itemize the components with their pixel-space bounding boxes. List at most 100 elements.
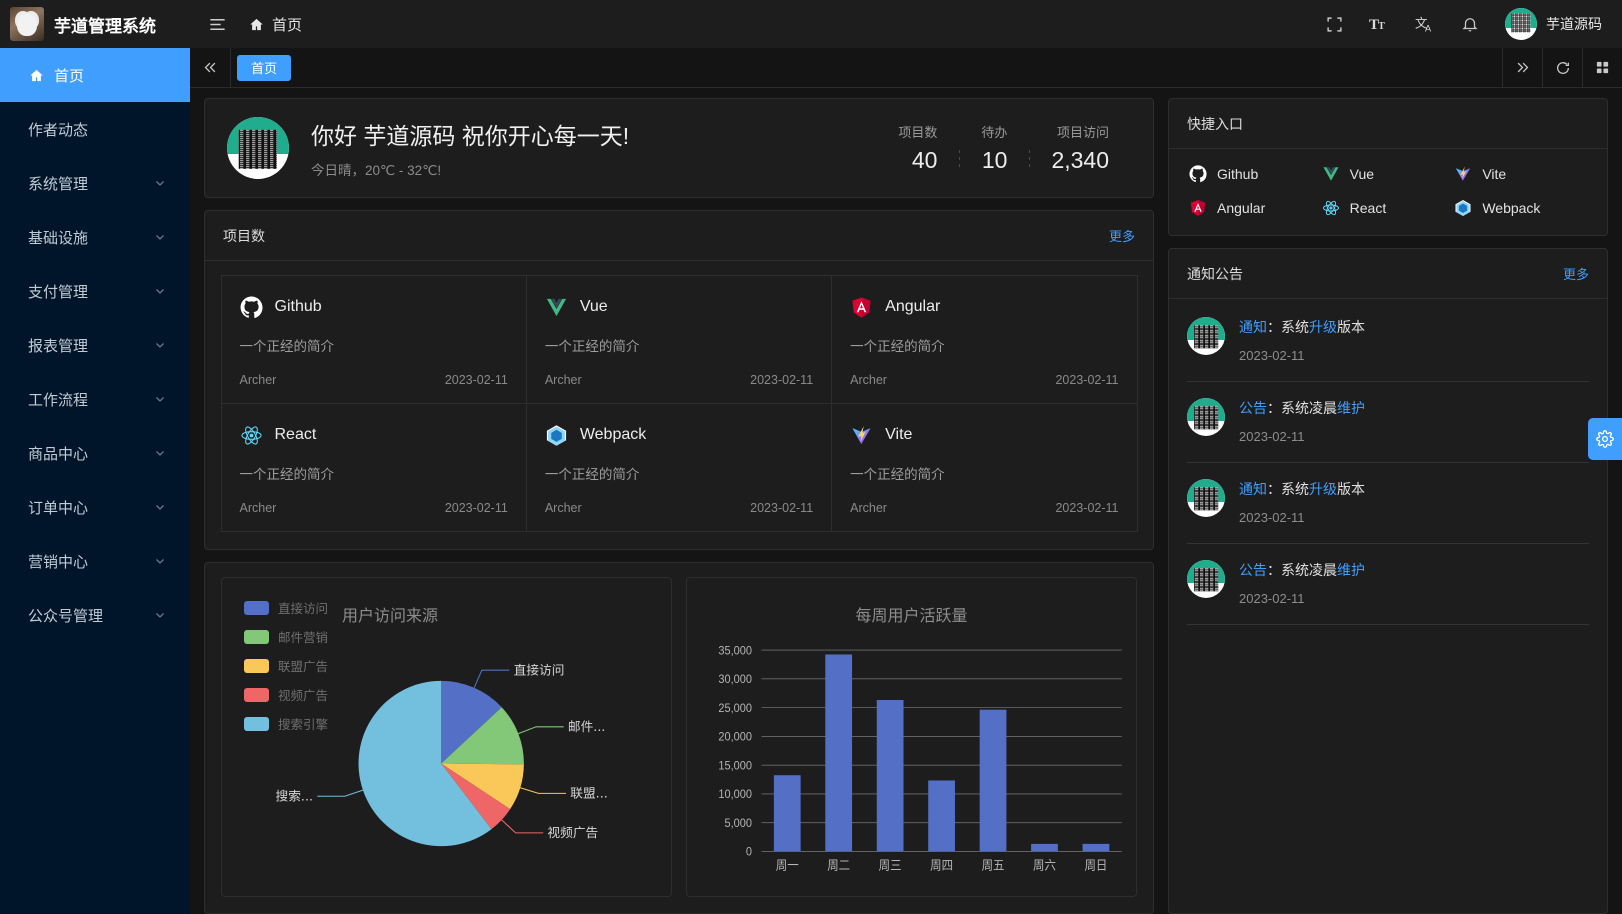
- sidebar-item-official-account[interactable]: 公众号管理: [0, 588, 190, 642]
- quick-item-vite[interactable]: Vite: [1454, 165, 1587, 183]
- notice-highlight: 升级: [1309, 481, 1337, 497]
- notice-middle: ：系统: [1267, 481, 1309, 497]
- project-header: Github: [240, 295, 508, 319]
- sidebar-item-label: 首页: [54, 67, 85, 85]
- double-chevron-left-icon[interactable]: [190, 48, 230, 88]
- projects-more-link[interactable]: 更多: [1108, 229, 1135, 244]
- x-axis-tick-label: 周二: [827, 858, 850, 873]
- hamburger-menu-icon[interactable]: [208, 15, 227, 34]
- double-chevron-right-icon[interactable]: [1502, 47, 1542, 88]
- notices-card: 通知公告 更多 通知：系统升级版本 2023-02-11: [1168, 248, 1608, 914]
- project-card-react[interactable]: React 一个正经的简介 Archer 2023-02-11: [220, 402, 527, 532]
- project-date: 2023-02-11: [444, 500, 508, 515]
- chevron-down-icon: [154, 231, 166, 243]
- project-footer: Archer 2023-02-11: [240, 373, 508, 387]
- pie-chart: 用户访问来源 直接访问 邮件营销: [221, 577, 672, 897]
- pie-slice-label: 搜索...: [276, 788, 314, 803]
- project-card-vite[interactable]: Vite 一个正经的简介 Archer 2023-02-11: [831, 402, 1138, 532]
- notice-item[interactable]: 公告：系统凌晨维护 2023-02-11: [1187, 544, 1589, 625]
- quick-item-webpack[interactable]: Webpack: [1454, 199, 1587, 217]
- bar[interactable]: [928, 780, 955, 852]
- x-axis-tick-label: 周一: [776, 858, 799, 873]
- pie-slice[interactable]: [358, 680, 492, 847]
- sidebar-item-order-center[interactable]: 订单中心: [0, 480, 190, 534]
- bar[interactable]: [825, 654, 853, 852]
- stat-value: 2,340: [1051, 147, 1109, 173]
- grid-layout-icon[interactable]: [1582, 47, 1622, 88]
- sidebar-item-product-center[interactable]: 商品中心: [0, 426, 190, 480]
- quick-item-angular[interactable]: Angular: [1189, 199, 1322, 217]
- quick-item-react[interactable]: React: [1322, 199, 1455, 217]
- bar[interactable]: [876, 700, 904, 852]
- project-card-github[interactable]: Github 一个正经的简介 Archer 2023-02-11: [220, 274, 527, 404]
- sidebar-item-infrastructure[interactable]: 基础设施: [0, 210, 190, 264]
- quick-item-label: Angular: [1217, 200, 1266, 216]
- refresh-icon[interactable]: [1542, 47, 1582, 88]
- legend-item[interactable]: 邮件营销: [244, 627, 328, 646]
- sidebar-item-workflow[interactable]: 工作流程: [0, 372, 190, 426]
- bar[interactable]: [773, 775, 801, 852]
- sidebar-item-report[interactable]: 报表管理: [0, 318, 190, 372]
- y-axis-tick-label: 30,000: [718, 673, 752, 687]
- sidebar: 芋道管理系统 首页 作者动态 系统管理 基础设施: [0, 0, 190, 914]
- notice-item[interactable]: 通知：系统升级版本 2023-02-11: [1187, 301, 1589, 382]
- project-card-vue[interactable]: Vue 一个正经的简介 Archer 2023-02-11: [525, 274, 833, 404]
- home-icon: [28, 67, 44, 83]
- bell-icon[interactable]: [1461, 15, 1479, 33]
- sidebar-item-payment[interactable]: 支付管理: [0, 264, 190, 318]
- notice-prefix: 通知: [1239, 481, 1267, 497]
- sidebar-item-marketing-center[interactable]: 营销中心: [0, 534, 190, 588]
- legend-item[interactable]: 搜索引擎: [244, 714, 328, 733]
- github-icon: [1189, 165, 1207, 183]
- legend-item[interactable]: 视频广告: [244, 685, 328, 704]
- pie-slice[interactable]: [441, 680, 502, 764]
- project-card-angular[interactable]: Angular 一个正经的简介 Archer 2023-02-11: [831, 274, 1138, 404]
- legend-item[interactable]: 直接访问: [244, 598, 328, 617]
- project-footer: Archer 2023-02-11: [850, 501, 1118, 515]
- legend-item[interactable]: 联盟广告: [244, 656, 328, 675]
- x-axis-tick-label: 周四: [930, 858, 953, 873]
- pie-leader-line: [317, 789, 364, 797]
- project-name: Angular: [885, 298, 941, 315]
- project-card-webpack[interactable]: Webpack 一个正经的简介 Archer 2023-02-11: [525, 402, 833, 532]
- user-menu[interactable]: 芋道源码: [1505, 8, 1602, 40]
- brand[interactable]: 芋道管理系统: [0, 0, 190, 48]
- content-area: 你好 芋道源码 祝你开心每一天! 今日晴，20℃ - 32℃! 项目数 40 待…: [190, 88, 1622, 914]
- notices-more-link[interactable]: 更多: [1562, 267, 1589, 282]
- sidebar-item-label: 报表管理: [28, 337, 89, 355]
- notice-date: 2023-02-11: [1239, 591, 1305, 606]
- tab-strip: 首页: [190, 47, 1622, 88]
- quick-item-vue[interactable]: Vue: [1322, 165, 1455, 183]
- x-axis-tick-label: 周三: [879, 858, 902, 873]
- bar[interactable]: [1031, 843, 1058, 852]
- settings-fab-button[interactable]: [1588, 418, 1622, 460]
- tab-label: 首页: [251, 61, 278, 76]
- notice-prefix: 通知: [1239, 319, 1267, 335]
- notice-item[interactable]: 通知：系统升级版本 2023-02-11: [1187, 463, 1589, 544]
- webpack-icon: [545, 424, 568, 447]
- pie-slice[interactable]: [441, 707, 524, 765]
- left-column: 你好 芋道源码 祝你开心每一天! 今日晴，20℃ - 32℃! 项目数 40 待…: [204, 98, 1154, 914]
- translate-icon[interactable]: 文 A: [1415, 14, 1435, 34]
- pie-slice[interactable]: [441, 763, 524, 810]
- y-axis-tick-label: 35,000: [718, 644, 752, 658]
- breadcrumb-home[interactable]: 首页: [249, 14, 302, 35]
- pie-slice[interactable]: [441, 763, 511, 830]
- fullscreen-icon[interactable]: [1326, 16, 1343, 33]
- chevron-down-icon: [154, 339, 166, 351]
- welcome-weather: 今日晴，20℃ - 32℃!: [311, 163, 442, 178]
- project-desc: 一个正经的简介: [239, 338, 335, 354]
- tab-home[interactable]: 首页: [237, 54, 292, 81]
- quick-item-github[interactable]: Github: [1189, 165, 1322, 183]
- notices-body: 通知：系统升级版本 2023-02-11 公告：系统凌晨维护: [1169, 299, 1607, 635]
- notice-item[interactable]: 公告：系统凌晨维护 2023-02-11: [1187, 382, 1589, 463]
- sidebar-item-home[interactable]: 首页: [0, 48, 190, 102]
- bar[interactable]: [979, 709, 1007, 852]
- sidebar-item-author-news[interactable]: 作者动态: [0, 102, 190, 156]
- welcome-banner: 你好 芋道源码 祝你开心每一天! 今日晴，20℃ - 32℃! 项目数 40 待…: [204, 98, 1154, 198]
- font-size-icon[interactable]: T T: [1369, 14, 1389, 34]
- quick-entry-title: 快捷入口: [1187, 115, 1243, 132]
- vue-icon: [1322, 165, 1340, 183]
- sidebar-item-system[interactable]: 系统管理: [0, 156, 190, 210]
- bar[interactable]: [1082, 843, 1110, 852]
